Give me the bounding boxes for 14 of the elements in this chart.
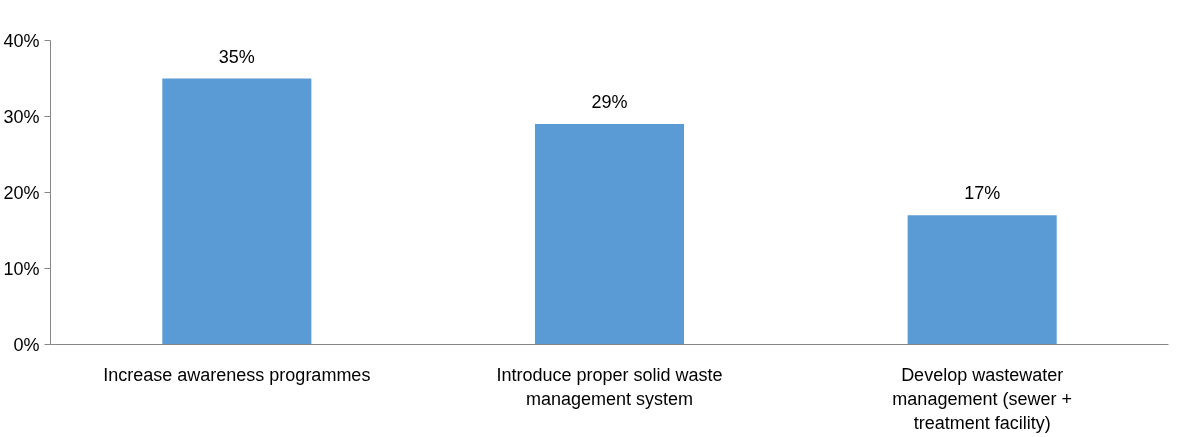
- bar: [907, 215, 1057, 345]
- bar: [534, 124, 685, 345]
- data-label: 17%: [964, 183, 1001, 204]
- y-tick-label: 30%: [3, 106, 40, 127]
- data-label: 35%: [218, 46, 255, 67]
- y-tick-label: 10%: [3, 258, 40, 279]
- bar: [162, 78, 312, 345]
- x-tick-label: Increase awareness programmes: [103, 364, 371, 385]
- x-tick-label: Introduce proper solid waste management system: [496, 364, 723, 409]
- y-tick-label: 20%: [3, 182, 40, 203]
- x-tick-label: Develop wastewater management (sewer + treatment facility): [892, 364, 1072, 433]
- y-tick-label: 40%: [3, 30, 40, 51]
- data-label: 29%: [591, 92, 628, 113]
- y-tick-label: 0%: [13, 334, 40, 355]
